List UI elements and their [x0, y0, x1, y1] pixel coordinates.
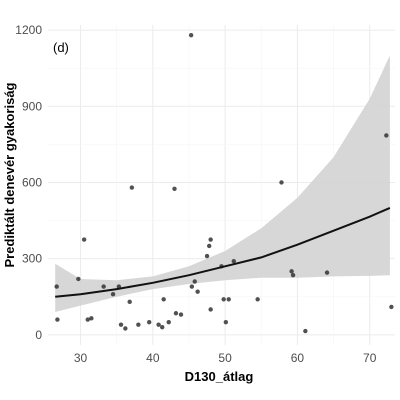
data-point-19 [172, 186, 177, 192]
data-point-1 [55, 317, 60, 322]
data-point-41 [384, 133, 389, 138]
fit-line-group [55, 206, 391, 298]
data-point-18 [166, 319, 171, 325]
x-tick-label-2: 50 [218, 351, 232, 365]
data-point-32 [223, 319, 229, 325]
x-tick-label-3: 60 [291, 351, 305, 365]
data-point-36 [279, 180, 284, 185]
y-tick-labels: 0 300 600 900 1200 [15, 23, 42, 342]
data-point-2 [76, 276, 81, 282]
y-axis-title: Prediktált denevér gyakoriság [2, 82, 17, 267]
y-tick-label-3: 900 [22, 99, 42, 113]
data-point-4 [85, 317, 90, 322]
x-tick-label-0: 30 [74, 351, 88, 365]
data-point-35 [255, 297, 260, 302]
x-tick-label-4: 70 [363, 351, 377, 365]
data-point-27 [207, 243, 212, 249]
data-point-31 [221, 297, 226, 302]
confidence-band-area [55, 55, 390, 312]
y-tick-label-0: 0 [35, 328, 42, 342]
confidence-band [55, 55, 390, 312]
data-point-3 [81, 237, 87, 242]
data-point-9 [118, 322, 124, 327]
data-point-7 [110, 292, 116, 297]
data-point-34 [231, 258, 236, 264]
y-tick-label-4: 1200 [15, 23, 42, 37]
data-point-37 [289, 269, 294, 274]
data-point-33 [226, 297, 231, 302]
data-point-23 [189, 284, 195, 289]
data-point-26 [204, 253, 210, 259]
data-point-11 [127, 299, 132, 305]
x-axis-title: D130_átlag [185, 369, 254, 384]
y-tick-label-1: 300 [22, 252, 42, 266]
data-point-12 [129, 185, 135, 190]
data-point-40 [324, 270, 330, 275]
data-point-38 [290, 272, 296, 278]
data-point-14 [147, 319, 152, 325]
data-point-17 [161, 297, 166, 302]
data-point-13 [136, 322, 141, 327]
data-point-39 [303, 328, 308, 334]
data-point-24 [192, 279, 197, 284]
data-point-21 [178, 312, 184, 317]
panel-label: (d) [53, 40, 69, 55]
data-point-29 [208, 307, 213, 312]
data-point-0 [54, 284, 59, 289]
y-tick-label-2: 600 [22, 175, 42, 189]
data-point-5 [89, 316, 94, 321]
data-point-6 [101, 284, 106, 289]
fit-line [55, 206, 391, 298]
data-point-16 [160, 325, 165, 330]
x-tick-label-1: 40 [146, 351, 160, 365]
data-point-10 [123, 326, 128, 331]
data-point-42 [389, 304, 394, 310]
data-point-22 [188, 32, 194, 38]
data-point-28 [208, 237, 213, 242]
x-tick-labels: 30 40 50 60 70 [74, 351, 377, 365]
data-point-15 [156, 322, 161, 327]
data-point-25 [195, 289, 200, 294]
data-point-20 [173, 311, 179, 316]
data-points [54, 32, 394, 334]
